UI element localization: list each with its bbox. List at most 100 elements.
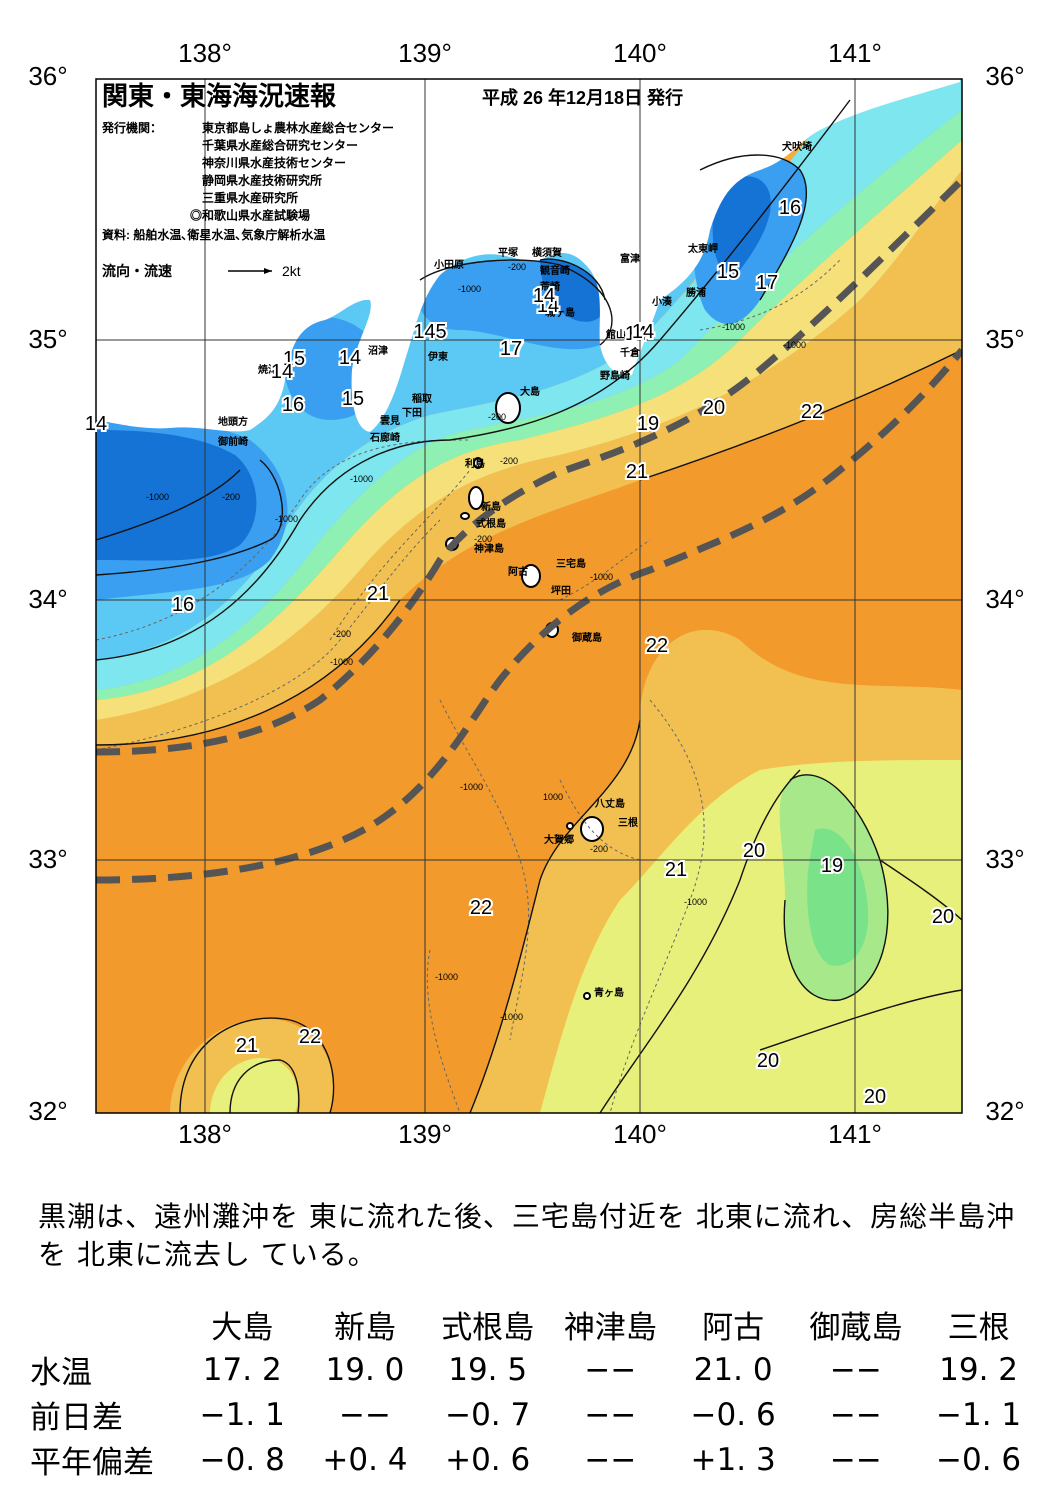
kuroshio-axis [96, 177, 962, 756]
place-name: 横須賀 [532, 246, 562, 259]
isotherm-label: 19 [821, 855, 843, 877]
issue-date: 平成 26 年12月18日 発行 [482, 87, 683, 108]
table-corner [30, 1302, 181, 1347]
place-name: 平塚 [498, 246, 518, 259]
depth-label: -1000 [460, 782, 483, 792]
temperature-zone-18 [96, 110, 962, 700]
island-shape [580, 816, 604, 842]
isotherm-label: 22 [470, 897, 492, 919]
isotherm-line [179, 1017, 335, 1113]
place-name: 野島崎 [600, 369, 630, 382]
depth-label: -200 [488, 412, 506, 422]
isotherm-line [96, 599, 401, 746]
isotherm-label: 145 [413, 321, 446, 343]
place-name: 犬吠埼 [782, 140, 812, 153]
row-header: 前日差 [30, 1400, 123, 1436]
longitude-label-bottom: 141° [828, 1119, 882, 1149]
island-shape [583, 992, 591, 1000]
island-temperature-table: 大島 新島 式根島 神津島 阿古 御蔵島 三根 水温 17. 2 19. 0 1… [30, 1302, 1040, 1482]
isotherm-line [639, 349, 962, 481]
table-cell: 17. 2 [202, 1351, 282, 1388]
isotherm-label: 14 [537, 295, 559, 317]
isotherm-line [229, 1059, 300, 1113]
table-header-row: 大島 新島 式根島 神津島 阿古 御蔵島 三根 [30, 1302, 1040, 1347]
isotherm-label: 14 [339, 347, 361, 369]
sea-temperature-map: 138° 138° 139° 139° 140° 140° 141° 141° 36° 36° 35… [28, 38, 1024, 1149]
table-cell: −− [584, 1351, 637, 1388]
isotherm-label: 15 [717, 261, 739, 283]
table-cell: −0. 6 [690, 1396, 776, 1433]
depth-label: -1000 [435, 972, 458, 982]
isotherm-line [469, 719, 641, 1113]
issuer-name: 静岡県水産技術研究所 [202, 173, 322, 188]
place-name: 焼津 [258, 363, 278, 376]
latitude-label-right: 35° [985, 324, 1024, 354]
place-name: 稲取 [412, 392, 433, 405]
depth-contour [559, 539, 651, 601]
depth-label: -1000 [684, 897, 707, 907]
depth-label: -200 [333, 629, 351, 639]
kuroshio-axis [96, 347, 962, 884]
latitude-label-left: 35° [28, 324, 67, 354]
depth-contour [329, 469, 471, 641]
isotherm-label: 17 [501, 338, 523, 360]
isotherm-line [783, 774, 889, 1001]
longitude-label-top: 141° [828, 38, 882, 68]
longitude-label-bottom: 138° [178, 1119, 232, 1149]
isotherm-label: 16 [172, 594, 194, 616]
table-cell: −0. 8 [199, 1441, 285, 1478]
place-name: 雲見 [380, 415, 400, 427]
kuroshio-summary: 黒潮は、遠州灘沖を 東に流れた後、三宅島付近を 北東に流れ、房総半島沖を 北東に… [38, 1200, 1016, 1271]
isotherm-line [599, 769, 801, 1113]
table-cell: −− [829, 1441, 882, 1478]
place-name: 富津 [620, 252, 640, 265]
place-name: 石廊崎 [369, 431, 400, 444]
depth-label: -200 [508, 262, 526, 272]
issuer-label: 発行機関： [101, 120, 162, 135]
isotherm-line [699, 154, 808, 301]
island-shape [521, 564, 541, 588]
isotherm-label: 20 [703, 397, 725, 419]
depth-label: -200 [500, 456, 518, 466]
place-name: 館山 [605, 328, 626, 341]
isotherm-label: 22 [801, 401, 823, 423]
place-name: 新島 [481, 500, 501, 513]
table-cell: +0. 6 [445, 1441, 531, 1478]
flow-arrowhead-icon [264, 268, 272, 274]
place-name: 式根島 [476, 517, 506, 530]
isotherm-label: 21 [626, 461, 648, 483]
table-cell: −− [584, 1396, 637, 1433]
isotherm-label: 20 [743, 840, 765, 862]
place-name: 八丈島 [594, 797, 625, 810]
isotherm-line [96, 99, 851, 661]
place-name: 小田原 [433, 258, 464, 271]
place-name: 地頭方 [218, 415, 248, 428]
isotherm-label: 15 [283, 348, 305, 370]
place-name: 太東岬 [687, 242, 718, 255]
flow-legend-label: 流向・流速 [102, 263, 172, 279]
depth-label: -1000 [146, 492, 169, 502]
isotherm-line [539, 258, 606, 301]
table-cell: 19. 2 [939, 1351, 1019, 1388]
isotherm-label: 15 [342, 388, 364, 410]
depth-label: -1000 [590, 572, 613, 582]
isotherm-label: 14 [85, 413, 107, 435]
depth-label: -1000 [458, 284, 481, 294]
flow-unit: 2kt [282, 263, 301, 279]
isotherm-label: 20 [757, 1050, 779, 1072]
table-row: 水温 17. 2 19. 0 19. 5 −− 21. 0 −− 19. 2 [30, 1347, 1040, 1392]
isotherm-label: 14 [625, 323, 647, 345]
table-cell: 19. 5 [448, 1351, 528, 1388]
temperature-zone-14-west [96, 430, 257, 561]
table-cell: −1. 1 [936, 1396, 1022, 1433]
depth-label: -1000 [783, 340, 806, 350]
map-title: 関東・東海海況速報 [102, 81, 337, 111]
depth-contour [609, 699, 705, 1113]
column-header: 阿古 [702, 1310, 765, 1346]
place-name: 利島 [465, 457, 485, 470]
column-header: 神津島 [563, 1310, 657, 1346]
map-frame [95, 78, 963, 1114]
depth-label: -1000 [500, 1012, 523, 1022]
isotherm-label: 20 [864, 1086, 886, 1108]
issuer-name: 神奈川県水産技術センター [202, 155, 346, 170]
